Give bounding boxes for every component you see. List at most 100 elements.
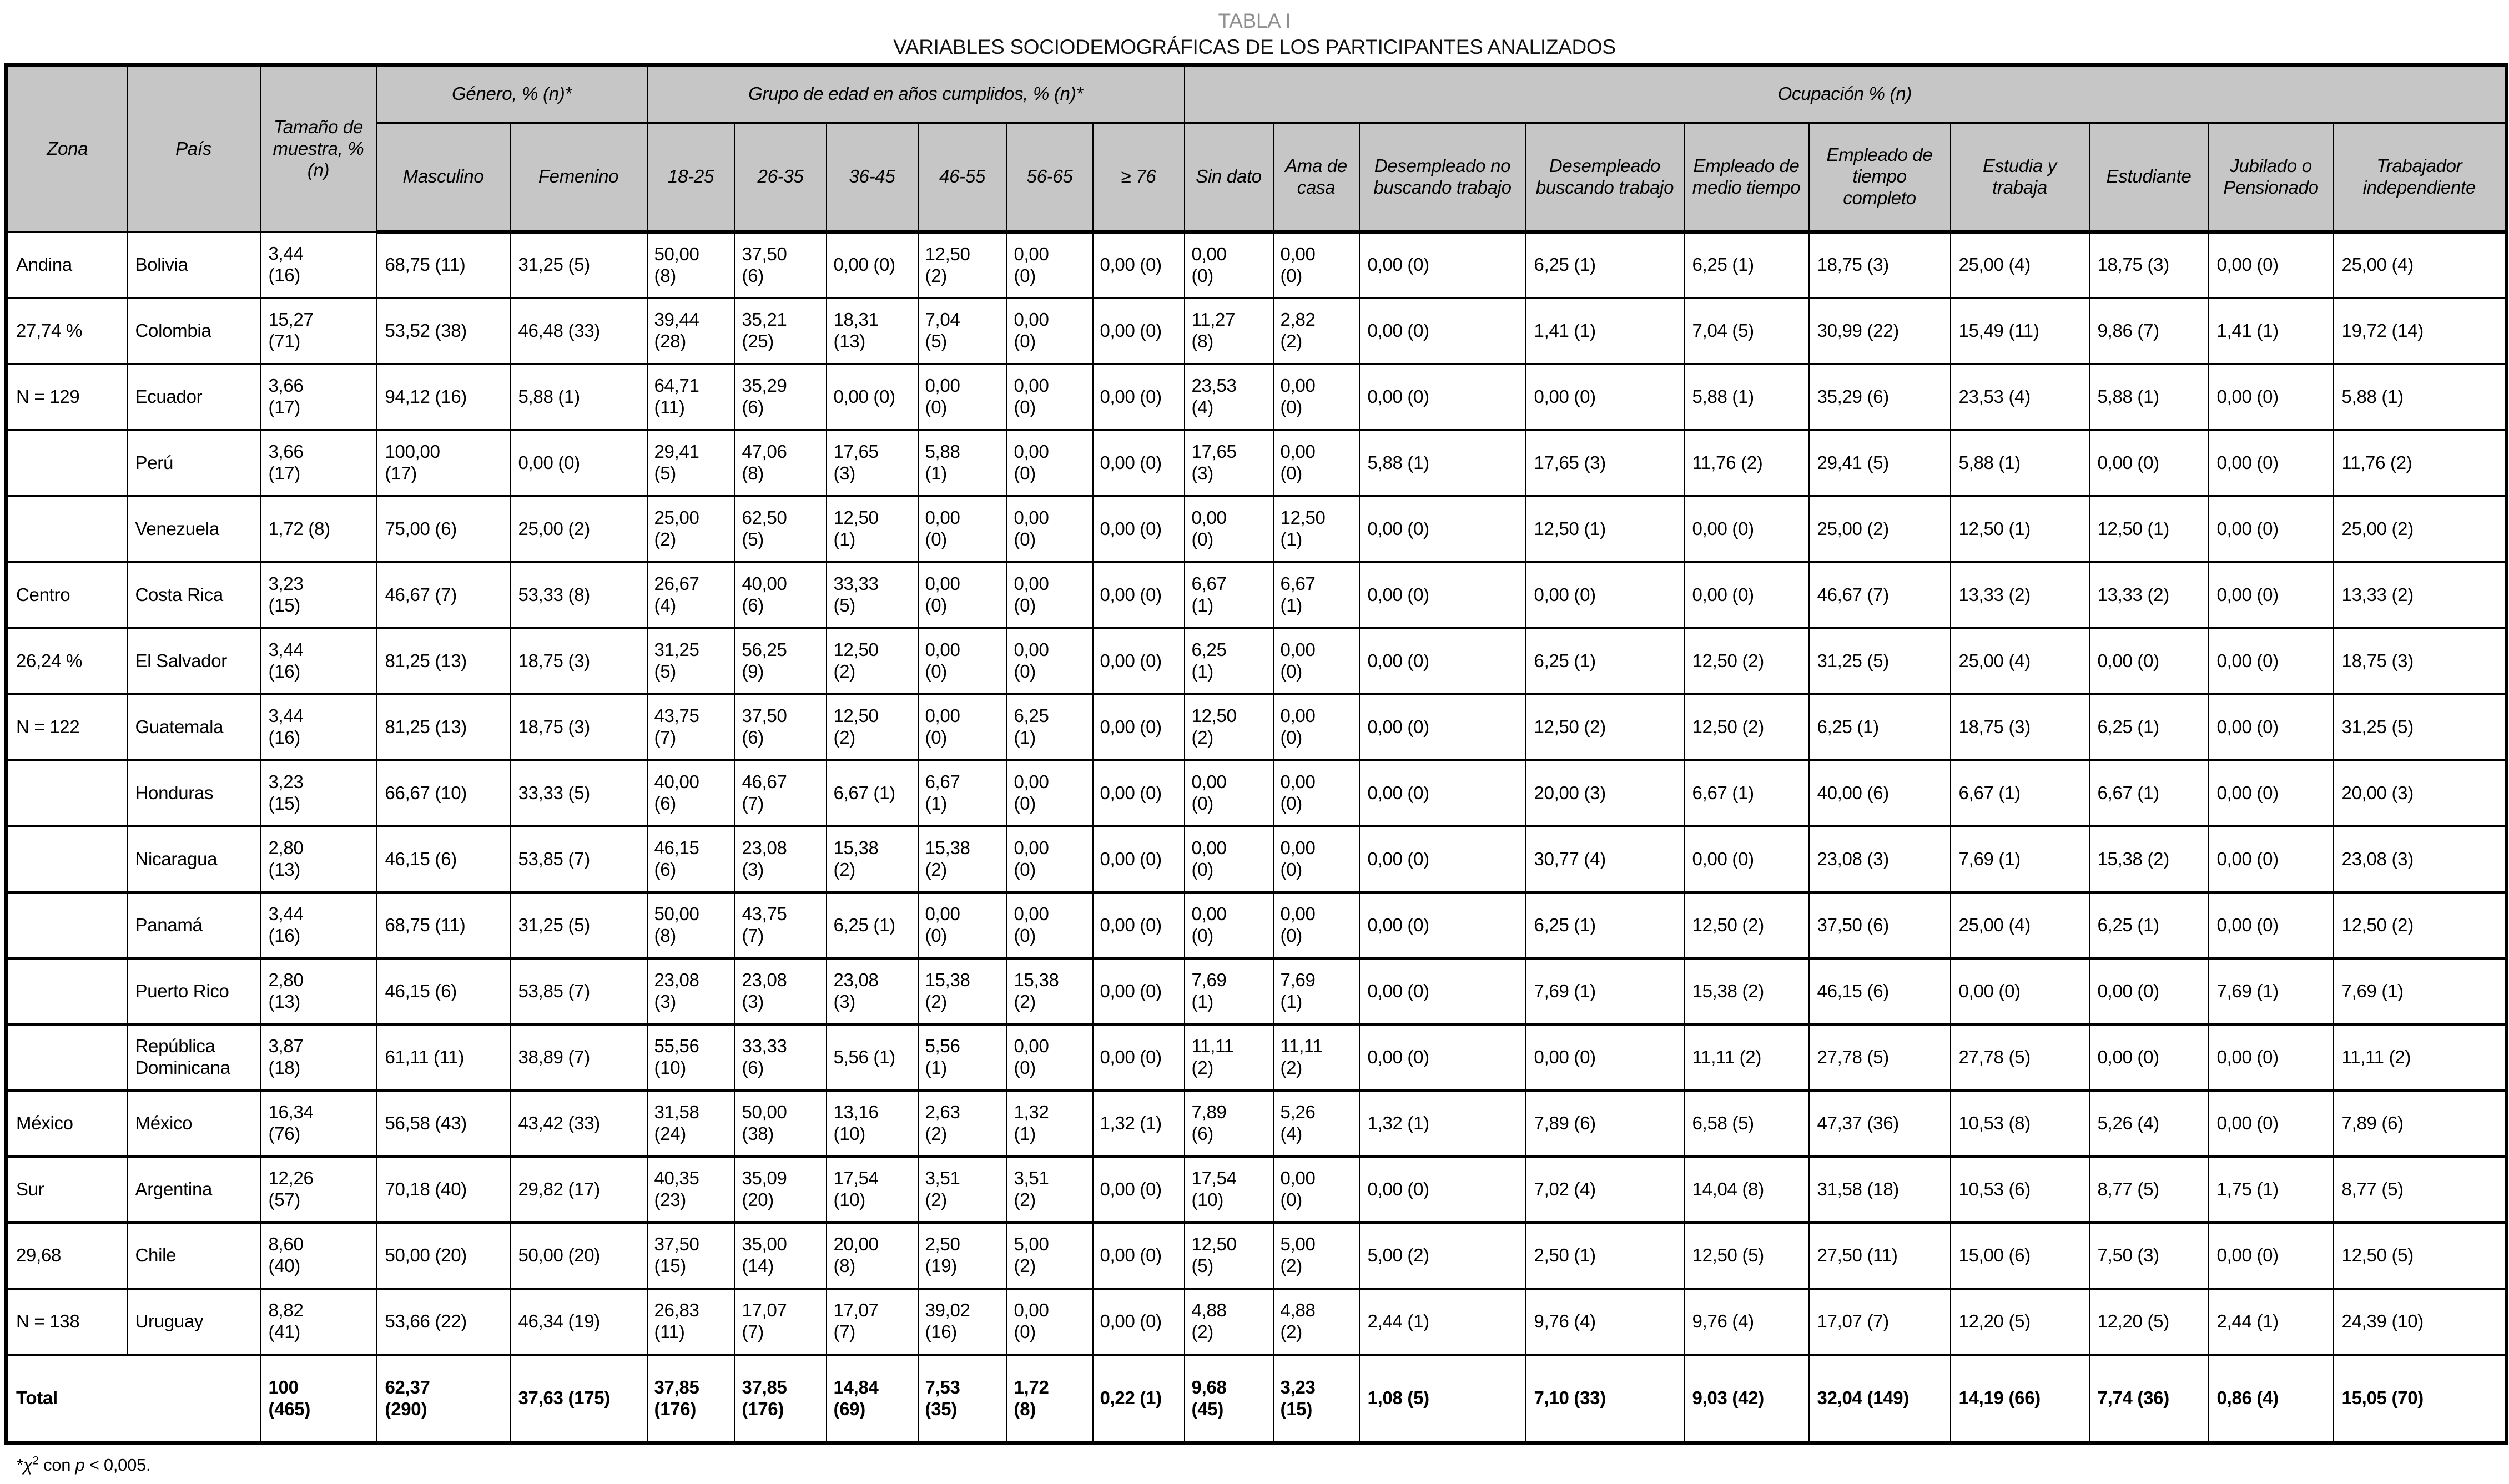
data-cell: 0,00 (0) [1092, 627, 1185, 695]
data-cell: 17,07 (7) [734, 1287, 827, 1356]
pais-cell: Guatemala [126, 693, 261, 761]
data-cell: 46,67 (7) [734, 759, 827, 827]
data-cell: 25,00 (4) [2332, 230, 2507, 299]
data-cell: 1,75 (1) [2208, 1155, 2334, 1224]
zona-cell: Sur [6, 1155, 128, 1224]
data-cell: 0,00 (0) [1358, 494, 1526, 563]
total-row: Total 100 (465) 62,37 (290) 37,63 (175) 37,8… [6, 1353, 2507, 1445]
data-cell: 12,50 (5) [1683, 1221, 1810, 1290]
data-cell: 18,75 (3) [509, 627, 648, 695]
pais-cell: Colombia [126, 296, 261, 365]
data-cell: 0,00 (0) [2208, 230, 2334, 299]
data-cell: 75,00 (6) [376, 494, 511, 563]
data-cell: 20,00 (8) [825, 1221, 919, 1290]
data-cell: 20,00 (3) [2332, 759, 2507, 827]
total-data-cell: 1,08 (5) [1358, 1353, 1526, 1445]
data-cell: 0,00 (0) [2208, 1089, 2334, 1158]
total-data-cell: 1,72 (8) [1006, 1353, 1094, 1445]
zona-cell: 29,68 [6, 1221, 128, 1290]
data-cell: 3,51 (2) [917, 1155, 1007, 1224]
group-header-genero: Género, % (n)* [376, 64, 648, 124]
data-cell: 70,18 (40) [376, 1155, 511, 1224]
data-cell: 7,69 (1) [2208, 957, 2334, 1026]
data-cell: 27,50 (11) [1808, 1221, 1951, 1290]
data-cell: 81,25 (13) [376, 693, 511, 761]
data-cell: 5,00 (2) [1006, 1221, 1094, 1290]
data-cell: 27,78 (5) [1808, 1023, 1951, 1092]
footnote-p: p [75, 1455, 85, 1475]
table-row: México México 16,34 (76) 56,58 (43) 43,42 (3… [6, 1089, 2507, 1158]
table-header: Zona País Tamaño de muestra, % (n) Géner… [6, 64, 2507, 234]
data-cell: 0,00 (0) [1183, 891, 1274, 960]
data-cell: 6,25 (1) [1525, 891, 1685, 960]
data-cell: 18,75 (3) [1808, 230, 1951, 299]
data-cell: 5,88 (1) [2332, 362, 2507, 431]
total-data-cell: 9,03 (42) [1683, 1353, 1810, 1445]
data-cell: 23,08 (3) [825, 957, 919, 1026]
data-cell: 6,25 (1) [2088, 693, 2209, 761]
data-cell: 3,44 (16) [259, 230, 377, 299]
zona-cell: Centro [6, 561, 128, 629]
pais-cell: República Dominicana [126, 1023, 261, 1092]
data-cell: 56,25 (9) [734, 627, 827, 695]
data-cell: 3,44 (16) [259, 693, 377, 761]
data-cell: 0,00 (0) [2208, 561, 2334, 629]
data-cell: 38,89 (7) [509, 1023, 648, 1092]
footnote: *χ2 con p < 0,005. [17, 1455, 2509, 1475]
data-cell: 2,80 (13) [259, 957, 377, 1026]
data-cell: 0,00 (0) [1683, 561, 1810, 629]
data-cell: 5,88 (1) [2088, 362, 2209, 431]
zona-cell: 27,74 % [6, 296, 128, 365]
data-cell: 0,00 (0) [1092, 693, 1185, 761]
data-cell: 3,44 (16) [259, 891, 377, 960]
data-cell: 0,00 (0) [2208, 825, 2334, 894]
data-cell: 50,00 (8) [646, 230, 735, 299]
data-cell: 53,85 (7) [509, 957, 648, 1026]
zona-cell: Andina [6, 230, 128, 299]
table-body: Andina Bolivia 3,44 (16) 68,75 (11) 31,25 (5… [6, 230, 2507, 1445]
data-cell: 15,38 (2) [2088, 825, 2209, 894]
data-cell: 31,25 (5) [1808, 627, 1951, 695]
data-cell: 6,25 (1) [1006, 693, 1094, 761]
table-row: Venezuela 1,72 (8) 75,00 (6) 25,00 (2) 25,00… [6, 494, 2507, 563]
data-cell: 12,50 (5) [2332, 1221, 2507, 1290]
data-cell: 1,41 (1) [1525, 296, 1685, 365]
data-cell: 6,58 (5) [1683, 1089, 1810, 1158]
zona-cell: 26,24 % [6, 627, 128, 695]
data-cell: 7,69 (1) [2332, 957, 2507, 1026]
zona-cell [6, 428, 128, 497]
data-cell: 0,00 (0) [2208, 1221, 2334, 1290]
data-cell: 0,00 (0) [509, 428, 648, 497]
pais-cell: Perú [126, 428, 261, 497]
data-cell: 35,21 (25) [734, 296, 827, 365]
data-cell: 8,77 (5) [2332, 1155, 2507, 1224]
data-cell: 50,00 (20) [376, 1221, 511, 1290]
data-cell: 12,20 (5) [1949, 1287, 2090, 1356]
data-cell: 39,44 (28) [646, 296, 735, 365]
data-cell: 0,00 (0) [1272, 825, 1360, 894]
data-cell: 15,38 (2) [825, 825, 919, 894]
data-cell: 17,65 (3) [1525, 428, 1685, 497]
data-cell: 1,32 (1) [1006, 1089, 1094, 1158]
data-cell: 0,00 (0) [917, 891, 1007, 960]
data-cell: 1,41 (1) [2208, 296, 2334, 365]
data-cell: 4,88 (2) [1183, 1287, 1274, 1356]
table-row: 27,74 % Colombia 15,27 (71) 53,52 (38) 46,48… [6, 296, 2507, 365]
data-cell: 15,49 (11) [1949, 296, 2090, 365]
data-cell: 0,00 (0) [1358, 891, 1526, 960]
data-cell: 1,32 (1) [1092, 1089, 1185, 1158]
data-cell: 46,15 (6) [376, 825, 511, 894]
data-cell: 0,00 (0) [825, 362, 919, 431]
zona-cell: N = 129 [6, 362, 128, 431]
zona-cell: N = 138 [6, 1287, 128, 1356]
data-cell: 16,34 (76) [259, 1089, 377, 1158]
data-cell: 12,50 (2) [1683, 627, 1810, 695]
data-cell: 17,54 (10) [825, 1155, 919, 1224]
total-data-cell: 3,23 (15) [1272, 1353, 1360, 1445]
data-cell: 12,50 (2) [1683, 693, 1810, 761]
table-row: N = 122 Guatemala 3,44 (16) 81,25 (13) 18,75… [6, 693, 2507, 761]
data-cell: 17,65 (3) [1183, 428, 1274, 497]
data-cell: 5,88 (1) [1949, 428, 2090, 497]
data-cell: 24,39 (10) [2332, 1287, 2507, 1356]
data-cell: 0,00 (0) [1092, 1221, 1185, 1290]
